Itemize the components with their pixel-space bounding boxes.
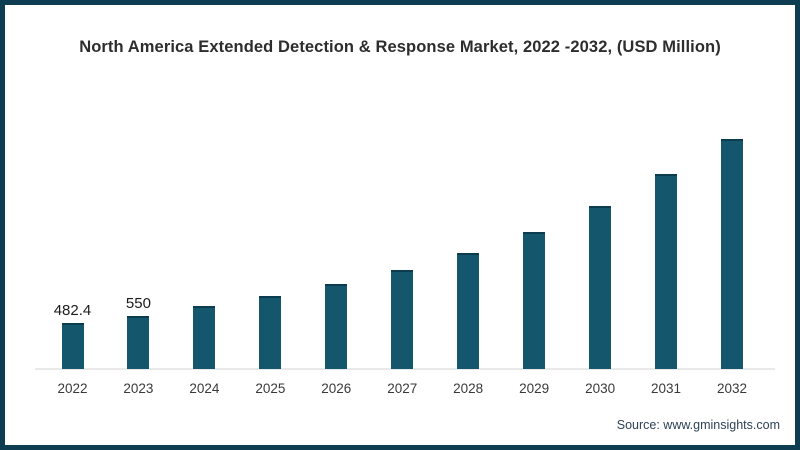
bar-2025 — [259, 296, 282, 369]
x-tick-label-2028: 2028 — [453, 381, 484, 396]
x-tick-label-2027: 2027 — [387, 381, 418, 396]
bar-2024 — [193, 306, 216, 369]
bar-2030 — [589, 206, 612, 369]
bar-value-label-2022: 482.4 — [53, 302, 92, 319]
x-tick-label-2023: 2023 — [123, 381, 154, 396]
bar-2027 — [391, 270, 414, 369]
x-tick-label-2026: 2026 — [321, 381, 352, 396]
bar-value-label-2023: 550 — [125, 295, 151, 312]
x-tick-label-2030: 2030 — [585, 381, 616, 396]
x-tick-label-2029: 2029 — [519, 381, 550, 396]
x-tick-label-2024: 2024 — [189, 381, 220, 396]
chart-title: North America Extended Detection & Respo… — [79, 38, 721, 56]
bar-2023 — [127, 316, 150, 369]
bar-2029 — [523, 232, 546, 369]
bar-2022 — [61, 323, 84, 369]
x-tick-label-2025: 2025 — [255, 381, 286, 396]
x-axis-line — [35, 368, 775, 370]
bar-2031 — [655, 174, 678, 369]
source-note: Source: www.gminsights.com — [616, 418, 780, 432]
x-tick-label-2032: 2032 — [716, 381, 748, 396]
bar-2028 — [457, 253, 480, 369]
bar-2032 — [721, 139, 743, 369]
x-tick-label-2031: 2031 — [651, 381, 682, 396]
bar-2026 — [325, 284, 348, 369]
x-tick-label-2022: 2022 — [57, 381, 88, 396]
